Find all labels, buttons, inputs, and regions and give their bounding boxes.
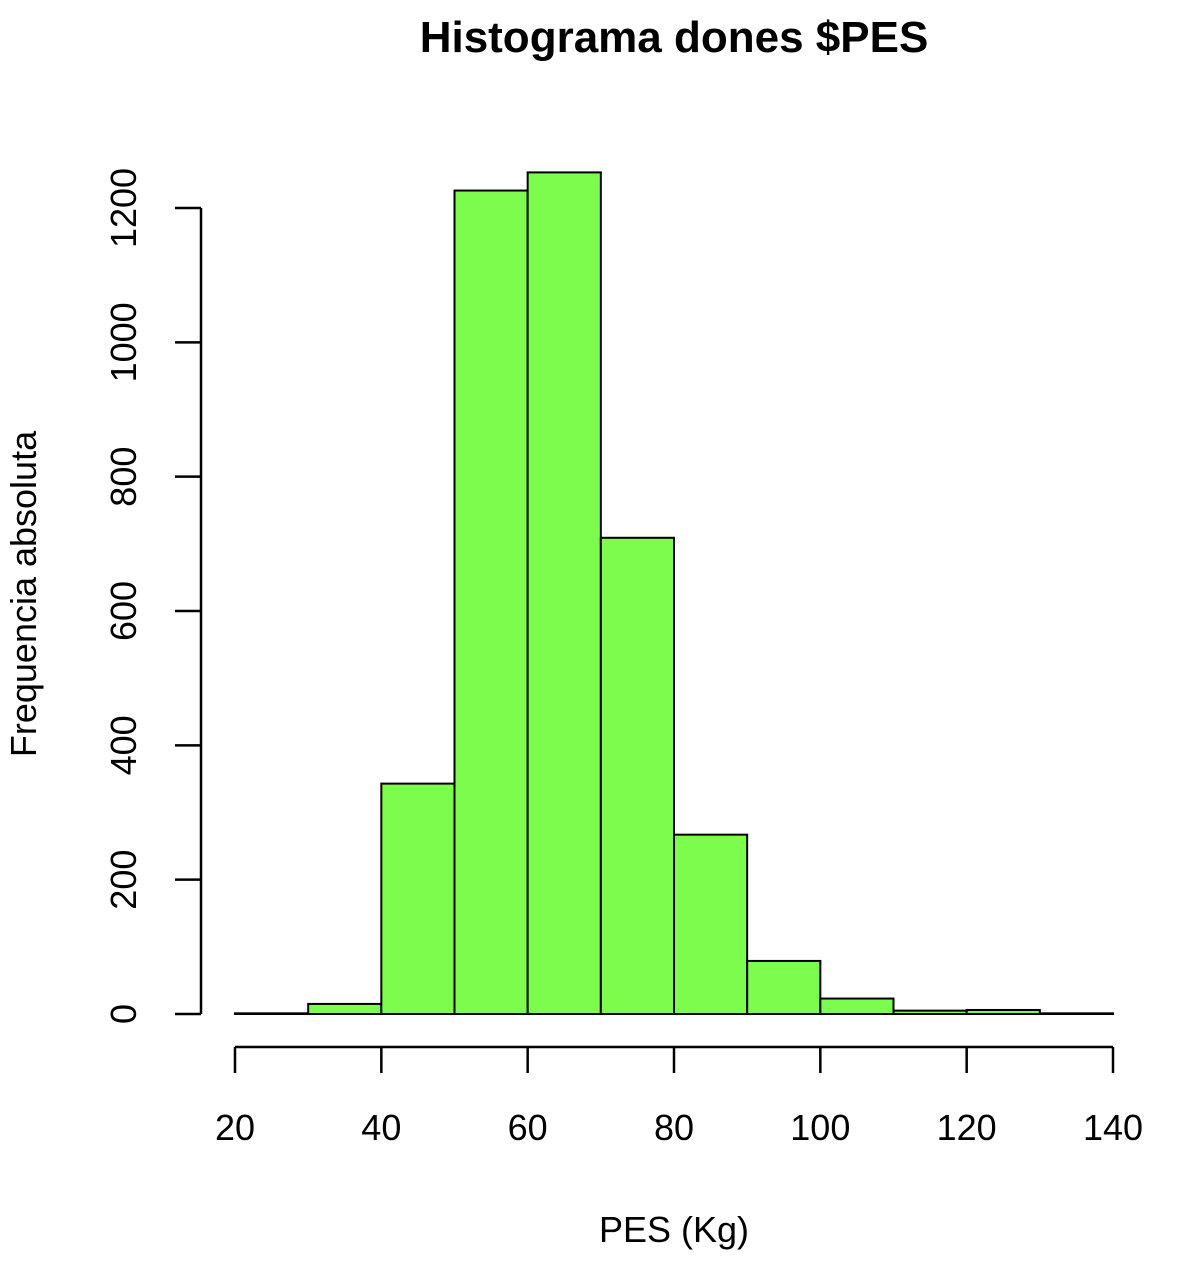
x-tick-label: 140 (1083, 1107, 1143, 1148)
chart-title: Histograma dones $PES (420, 13, 929, 62)
bar-30-40 (307, 1002, 383, 1015)
y-tick-label: 800 (103, 447, 144, 507)
x-tick-label: 20 (215, 1107, 255, 1148)
y-tick-label: 600 (103, 581, 144, 641)
y-tick-label: 1200 (103, 168, 144, 248)
y-tick-label: 200 (103, 850, 144, 910)
x-tick-label: 80 (654, 1107, 694, 1148)
x-tick-label: 120 (937, 1107, 997, 1148)
x-axis-title: PES (Kg) (599, 1209, 749, 1250)
y-axis-title: Frequencia absoluta (3, 430, 44, 757)
bar-70-80 (599, 536, 675, 1015)
y-tick-label: 1000 (103, 302, 144, 382)
bars-group (234, 171, 1115, 1016)
bar-80-90 (673, 833, 749, 1015)
bar-40-50 (380, 782, 456, 1016)
x-tick-label: 40 (361, 1107, 401, 1148)
x-tick-label: 60 (508, 1107, 548, 1148)
bar-110-120 (892, 1009, 968, 1015)
x-axis: 20 40 60 80 100 120 140 (215, 1045, 1143, 1148)
bar-20-30 (234, 1012, 310, 1015)
bar-100-110 (819, 997, 895, 1016)
bar-120-130 (965, 1008, 1041, 1015)
y-tick-label: 0 (103, 1004, 144, 1024)
bar-50-60 (453, 189, 529, 1015)
y-axis: 0 200 400 600 800 1000 1200 (103, 168, 203, 1024)
bar-130-140 (1038, 1012, 1115, 1015)
y-tick-label: 400 (103, 715, 144, 775)
bar-90-100 (746, 959, 822, 1016)
bar-60-70 (526, 171, 602, 1015)
x-tick-label: 100 (790, 1107, 850, 1148)
